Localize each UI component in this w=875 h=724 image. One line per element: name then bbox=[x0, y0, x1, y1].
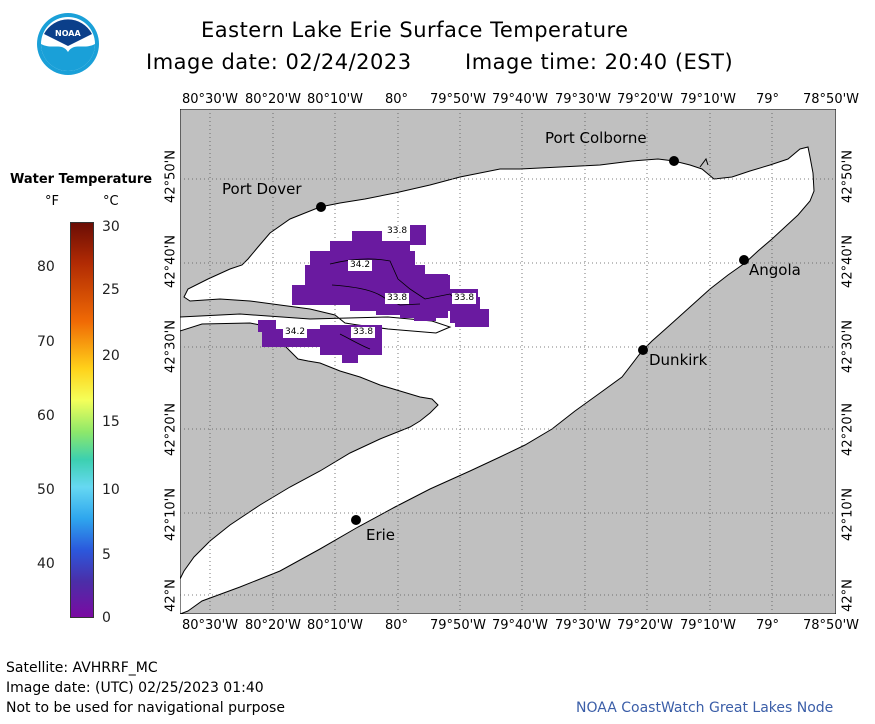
lon-label-bottom: 79°40'W bbox=[492, 618, 549, 633]
city-label-dunkirk: Dunkirk bbox=[649, 351, 708, 369]
lon-label-top: 80° bbox=[385, 92, 409, 107]
lon-label-top: 79°50'W bbox=[430, 92, 487, 107]
city-label-erie: Erie bbox=[366, 526, 396, 544]
lon-label-top: 79°20'W bbox=[617, 92, 674, 107]
lon-label-bottom: 80°30'W bbox=[182, 618, 239, 633]
legend-tick-c: 5 bbox=[102, 547, 111, 563]
legend-tick-f: 40 bbox=[37, 556, 55, 572]
isotherm-label: 34.2 bbox=[283, 327, 308, 338]
isotherm-label: 34.2 bbox=[348, 260, 373, 271]
legend-tick-c: 15 bbox=[102, 414, 120, 430]
lon-label-top: 79°30'W bbox=[555, 92, 612, 107]
city-marker-port-colborne bbox=[669, 156, 679, 166]
map-canvas bbox=[180, 109, 836, 614]
isotherm-label: 33.8 bbox=[385, 293, 410, 304]
lat-label-right: 42°40'N bbox=[840, 235, 856, 288]
legend-title: Water Temperature bbox=[10, 172, 153, 187]
lat-label-right: 42°50'N bbox=[840, 150, 856, 203]
legend-tick-c: 30 bbox=[102, 219, 120, 235]
disclaimer: Not to be used for navigational purpose bbox=[6, 700, 285, 716]
legend-tick-c: 25 bbox=[102, 282, 120, 298]
lon-label-bottom: 79°30'W bbox=[555, 618, 612, 633]
legend-unit-celsius: °C bbox=[103, 194, 119, 209]
lat-label-left: 42°20'N bbox=[163, 403, 179, 456]
lon-label-bottom: 80° bbox=[385, 618, 409, 633]
legend-tick-c: 0 bbox=[102, 610, 111, 626]
lat-label-right: 42°N bbox=[840, 579, 856, 612]
graticule bbox=[180, 109, 836, 614]
lat-label-right: 42°30'N bbox=[840, 320, 856, 373]
city-label-port-colborne: Port Colborne bbox=[545, 129, 647, 147]
lon-label-bottom: 79°10'W bbox=[680, 618, 737, 633]
lon-label-top: 80°20'W bbox=[245, 92, 302, 107]
isotherm-label: 33.8 bbox=[452, 293, 477, 304]
city-marker-dunkirk bbox=[638, 345, 648, 355]
lon-label-top: 80°30'W bbox=[182, 92, 239, 107]
credit: NOAA CoastWatch Great Lakes Node bbox=[576, 700, 834, 716]
noaa-logo-text: NOAA bbox=[55, 29, 81, 38]
lon-label-top: 79°10'W bbox=[680, 92, 737, 107]
lon-label-top: 80°10'W bbox=[307, 92, 364, 107]
lon-label-bottom: 78°50'W bbox=[803, 618, 860, 633]
legend-tick-c: 10 bbox=[102, 482, 120, 498]
lat-label-left: 42°10'N bbox=[163, 488, 179, 541]
isotherm-label: 33.8 bbox=[351, 327, 376, 338]
satellite-info: Satellite: AVHRRF_MC bbox=[6, 660, 158, 676]
legend-unit-fahrenheit: °F bbox=[45, 194, 59, 209]
legend-tick-f: 50 bbox=[37, 482, 55, 498]
lon-label-bottom: 80°10'W bbox=[307, 618, 364, 633]
city-label-angola: Angola bbox=[749, 261, 801, 279]
image-date: Image date: 02/24/2023 bbox=[146, 50, 412, 74]
legend-tick-c: 20 bbox=[102, 348, 120, 364]
lon-label-top: 79° bbox=[756, 92, 780, 107]
port-colborne-inlet bbox=[699, 157, 709, 168]
legend-tick-f: 60 bbox=[37, 408, 55, 424]
isotherm-label: 33.8 bbox=[385, 226, 410, 237]
lon-label-top: 79°40'W bbox=[492, 92, 549, 107]
lon-label-bottom: 79°20'W bbox=[617, 618, 674, 633]
image-time: Image time: 20:40 (EST) bbox=[465, 50, 734, 74]
lat-label-left: 42°N bbox=[163, 579, 179, 612]
city-marker-port-dover bbox=[316, 202, 326, 212]
city-marker-angola bbox=[739, 255, 749, 265]
lat-label-left: 42°30'N bbox=[163, 320, 179, 373]
city-marker-erie bbox=[351, 515, 361, 525]
lat-label-left: 42°50'N bbox=[163, 150, 179, 203]
legend-tick-f: 70 bbox=[37, 334, 55, 350]
city-label-port-dover: Port Dover bbox=[222, 180, 302, 198]
lon-label-bottom: 80°20'W bbox=[245, 618, 302, 633]
utc-date: Image date: (UTC) 02/25/2023 01:40 bbox=[6, 680, 264, 696]
noaa-logo: NOAA bbox=[36, 12, 100, 76]
legend-tick-f: 80 bbox=[37, 259, 55, 275]
lat-label-left: 42°40'N bbox=[163, 235, 179, 288]
legend-color-bar bbox=[70, 222, 94, 618]
lon-label-bottom: 79° bbox=[756, 618, 780, 633]
city-markers bbox=[316, 156, 749, 525]
lat-label-right: 42°20'N bbox=[840, 403, 856, 456]
lon-label-bottom: 79°50'W bbox=[430, 618, 487, 633]
lon-label-top: 78°50'W bbox=[803, 92, 860, 107]
page-title: Eastern Lake Erie Surface Temperature bbox=[201, 18, 629, 42]
lat-label-right: 42°10'N bbox=[840, 488, 856, 541]
